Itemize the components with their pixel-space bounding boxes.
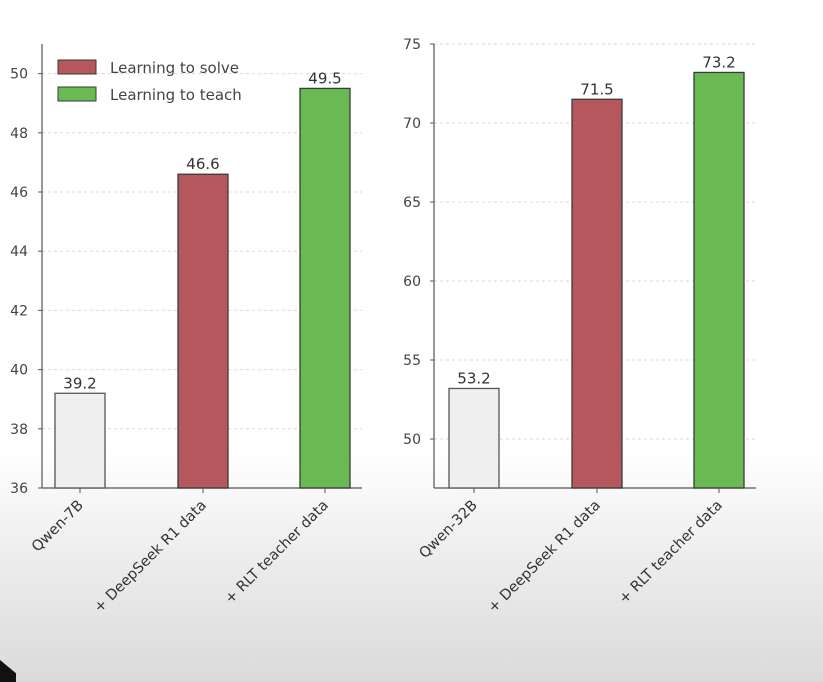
bar-qwen-32b [448,387,500,489]
y-tick-label: 46 [10,185,28,201]
legend-swatch-learning-to-teach [57,86,97,102]
y-tick-label: 60 [403,274,421,290]
value-label: 49.5 [308,69,341,87]
bar-deepseek-r1-data [571,98,623,489]
value-label: 71.5 [580,80,613,98]
y-tick-label: 65 [403,195,421,211]
y-tick-label: 50 [403,432,421,448]
bar-rlt-teacher-data [299,87,351,489]
x-category-label: + RLT teacher data [222,498,332,608]
bar-deepseek-r1-data [177,173,229,489]
y-tick-label: 48 [10,126,28,142]
x-category-label: + DeepSeek R1 data [485,498,604,617]
legend-label-learning-to-solve: Learning to solve [110,59,239,77]
bar-rlt-teacher-data [693,71,745,489]
value-label: 39.2 [63,374,96,392]
legend: Learning to solve Learning to teach [57,59,242,104]
x-category-label: Qwen-7B [29,498,87,556]
y-tick-label: 36 [10,481,28,497]
y-tick-label: 55 [403,353,421,369]
bar-qwen-7b [54,392,106,489]
y-tick-label: 70 [403,116,421,132]
chart-qwen-7b: 36 38 40 42 44 46 48 50 39.2 Qwen-7B 46.6 + DeepSee… [10,44,362,616]
y-tick-label: 75 [403,37,421,53]
x-category-label: Qwen-32B [416,498,480,562]
y-tick-label: 44 [10,244,28,260]
value-label: 46.6 [186,155,219,173]
legend-swatch-learning-to-solve [57,59,97,75]
y-tick-label: 50 [10,67,28,83]
x-category-label: + RLT teacher data [616,498,726,608]
y-tick-label: 40 [10,363,28,379]
y-tick-label: 42 [10,303,28,319]
y-tick-label: 38 [10,422,28,438]
x-category-label: + DeepSeek R1 data [91,498,210,617]
value-label: 53.2 [457,369,490,387]
legend-label-learning-to-teach: Learning to teach [110,86,242,104]
chart-qwen-32b: 50 55 60 65 70 75 53.2 Qwen-32B 71.5 + DeepSeek R… [403,37,756,616]
value-label: 73.2 [702,53,735,71]
